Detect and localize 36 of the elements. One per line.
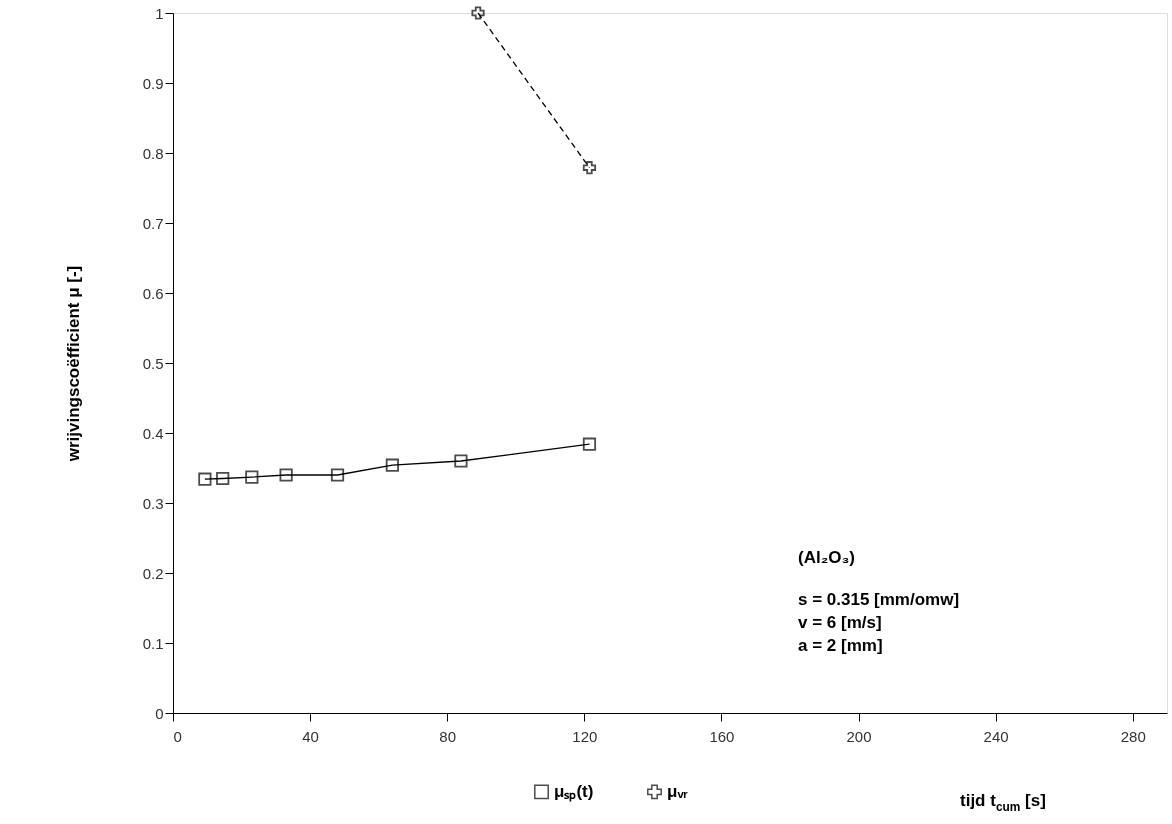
annotation: (Al₂O₃) [798, 548, 855, 567]
y-tick-label: 0.6 [142, 284, 164, 302]
y-tick-label: 0.2 [142, 564, 164, 582]
point [582, 437, 597, 451]
x-tick-label: 40 [302, 727, 319, 745]
y-tick-label: 0.1 [142, 634, 164, 652]
y-tick-label: 1 [155, 4, 164, 22]
point [385, 458, 399, 472]
annotation: a = 2 [mm] [798, 636, 883, 655]
x-tick-label: 0 [173, 727, 182, 745]
y-tick-label: 0.8 [142, 144, 164, 162]
x-tick-label: 280 [1120, 727, 1146, 745]
point [216, 471, 230, 486]
legend-label: μₛₚ(t) [554, 781, 594, 802]
y-tick-label: 0 [155, 704, 164, 722]
legend-label: μᵥᵣ [667, 781, 688, 801]
y-axis-title: wrijvingscoëfficient μ [-] [63, 265, 83, 463]
annotation: s = 0.315 [mm/omw] [798, 590, 960, 609]
x-tick-label: 160 [709, 727, 735, 745]
x-tick-label: 200 [846, 727, 872, 745]
point [198, 472, 212, 486]
x-tick-label: 240 [983, 727, 1009, 745]
y-tick-label: 0.3 [142, 494, 164, 512]
point [330, 468, 345, 482]
point [454, 454, 468, 468]
point [582, 161, 597, 175]
point [245, 470, 259, 484]
y-tick-label: 0.4 [142, 424, 164, 442]
point [471, 6, 485, 20]
y-tick-label: 0.5 [142, 354, 164, 372]
annotation: v = 6 [m/s] [798, 613, 882, 632]
point [279, 468, 293, 482]
x-tick-label: 80 [439, 727, 457, 745]
y-tick-label: 0.7 [142, 214, 164, 232]
x-tick-label: 120 [572, 727, 598, 745]
y-tick-label: 0.9 [142, 74, 164, 92]
